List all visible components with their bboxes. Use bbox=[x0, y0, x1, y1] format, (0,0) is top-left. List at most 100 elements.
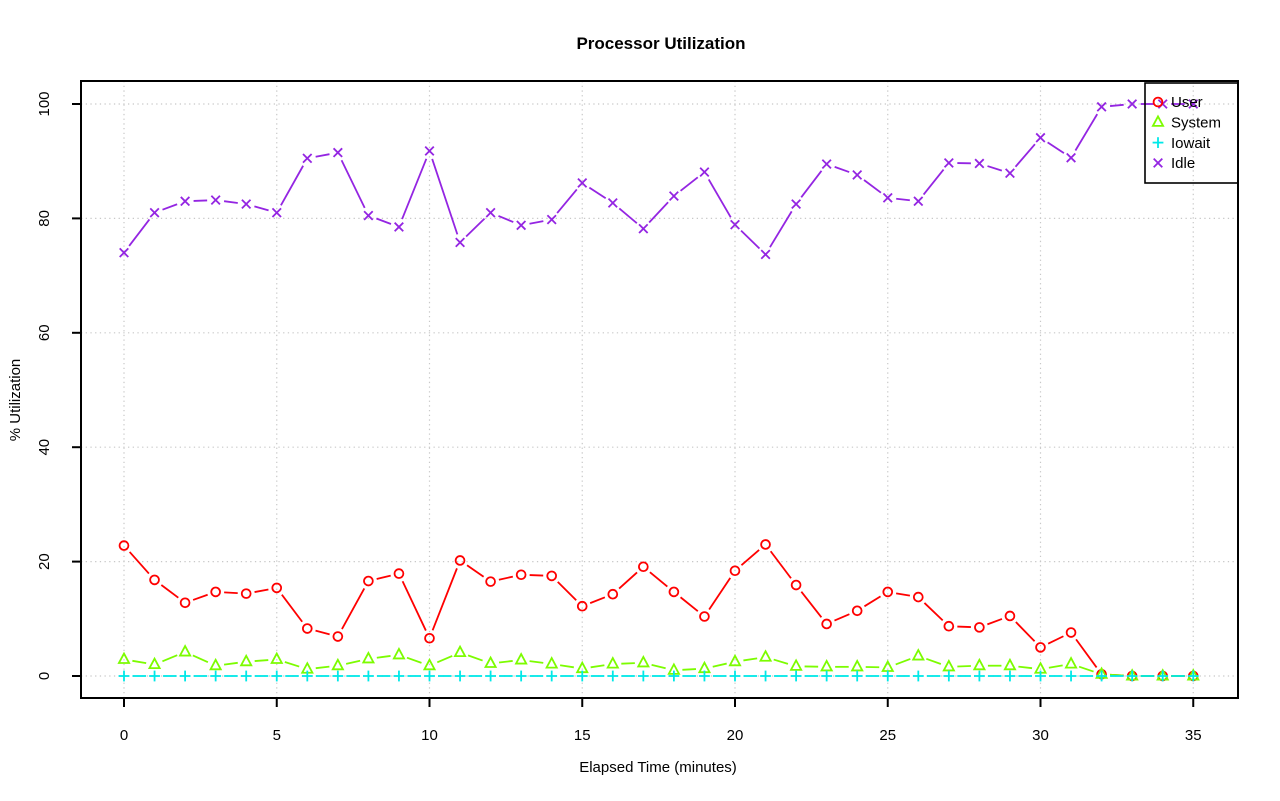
series-line-segment bbox=[128, 551, 150, 575]
data-point-marker bbox=[638, 561, 649, 573]
data-point-marker bbox=[545, 656, 559, 669]
data-point-marker bbox=[361, 651, 376, 664]
data-point-marker bbox=[1004, 610, 1016, 622]
data-point-marker bbox=[576, 600, 588, 612]
series-line-segment bbox=[431, 158, 459, 235]
data-point-marker bbox=[1064, 656, 1078, 669]
data-point-marker bbox=[485, 576, 496, 587]
data-point-marker bbox=[147, 656, 162, 670]
series-line-segment bbox=[401, 580, 427, 631]
series-line-segment bbox=[406, 656, 422, 664]
series-line-segment bbox=[769, 210, 793, 248]
series-line-segment bbox=[315, 665, 330, 670]
series-line-segment bbox=[223, 661, 238, 666]
x-tick-label: 35 bbox=[1185, 727, 1202, 744]
series-line-segment bbox=[1018, 665, 1033, 670]
series-line-segment bbox=[1074, 113, 1098, 151]
data-point-marker bbox=[699, 611, 710, 622]
legend-box bbox=[1144, 82, 1239, 184]
series-line-segment bbox=[1047, 141, 1065, 154]
y-tick-label: 20 bbox=[36, 553, 53, 570]
data-point-marker bbox=[882, 586, 894, 598]
series-idle bbox=[119, 99, 1199, 260]
x-tick-label: 10 bbox=[421, 727, 438, 744]
axes: 0 5 10 15 20 25 30 35 0 20 40 60 80 100 bbox=[36, 91, 1202, 744]
series-line-segment bbox=[926, 657, 942, 665]
data-point-marker bbox=[668, 586, 680, 598]
data-point-marker bbox=[210, 586, 221, 598]
series-line-segment bbox=[284, 661, 300, 668]
series-line-segment bbox=[707, 178, 732, 218]
data-point-marker bbox=[119, 247, 129, 258]
legend: User System Iowait Idle bbox=[1144, 82, 1239, 184]
data-point-marker bbox=[118, 540, 130, 551]
y-tick-label: 40 bbox=[36, 439, 53, 456]
series-line-segment bbox=[254, 588, 269, 593]
data-point-marker bbox=[179, 597, 191, 609]
series-line-segment bbox=[923, 602, 944, 622]
data-point-marker bbox=[1096, 101, 1107, 112]
y-tick-label: 80 bbox=[36, 210, 53, 227]
series-line-segment bbox=[376, 574, 391, 580]
data-point-marker bbox=[852, 169, 863, 180]
series-line-segment bbox=[254, 659, 269, 662]
series-line-segment bbox=[1075, 638, 1098, 668]
legend-item-idle: Idle bbox=[1153, 155, 1195, 172]
data-point-marker bbox=[1151, 114, 1165, 127]
data-point-marker bbox=[454, 555, 466, 566]
data-point-marker bbox=[728, 653, 742, 667]
data-point-marker bbox=[607, 198, 618, 208]
series-line-segment bbox=[863, 595, 881, 608]
data-point-marker bbox=[730, 219, 740, 230]
series-line-segment bbox=[340, 159, 366, 209]
data-point-marker bbox=[424, 632, 435, 644]
series-line-segment bbox=[345, 659, 361, 665]
data-point-marker bbox=[302, 153, 313, 164]
series-line-segment bbox=[436, 655, 453, 664]
y-tick-label: 0 bbox=[36, 672, 53, 680]
series-line-segment bbox=[743, 657, 758, 662]
data-point-marker bbox=[942, 659, 956, 672]
data-point-marker bbox=[972, 657, 987, 671]
series-line-segment bbox=[651, 663, 666, 670]
x-tick-label: 15 bbox=[574, 727, 591, 744]
data-point-marker bbox=[485, 207, 496, 218]
data-point-marker bbox=[790, 579, 802, 591]
series-line-segment bbox=[315, 153, 330, 158]
data-point-marker bbox=[1003, 657, 1017, 671]
legend-item-user: User bbox=[1152, 94, 1203, 111]
data-point-marker bbox=[607, 588, 619, 600]
data-point-marker bbox=[332, 631, 344, 642]
series-iowait bbox=[118, 670, 1199, 682]
series-line-segment bbox=[529, 574, 544, 577]
data-point-marker bbox=[483, 655, 498, 668]
data-point-marker bbox=[851, 605, 863, 617]
series-line-segment bbox=[773, 658, 789, 665]
data-point-marker bbox=[240, 588, 252, 599]
data-point-marker bbox=[943, 620, 955, 632]
plot-area: 0 5 10 15 20 25 30 35 0 20 40 60 80 100 User System Iowa… bbox=[36, 80, 1239, 744]
legend-label: System bbox=[1171, 115, 1221, 132]
data-point-marker bbox=[668, 191, 679, 202]
series-line-segment bbox=[679, 596, 699, 612]
data-point-marker bbox=[791, 199, 802, 210]
data-point-marker bbox=[180, 196, 191, 207]
series-line-segment bbox=[740, 549, 760, 566]
chart-title: Processor Utilization bbox=[576, 34, 745, 53]
series-line-segment bbox=[922, 169, 945, 196]
data-point-marker bbox=[1066, 152, 1076, 163]
data-point-marker bbox=[422, 657, 437, 671]
series-line-segment bbox=[1048, 664, 1063, 669]
series-line-segment bbox=[1078, 665, 1094, 673]
series-line-segment bbox=[957, 665, 971, 668]
series-line-segment bbox=[498, 215, 514, 223]
series-line-segment bbox=[498, 575, 514, 581]
series-line-segment bbox=[465, 217, 486, 238]
series-line-segment bbox=[621, 662, 635, 665]
data-point-marker bbox=[1188, 99, 1199, 109]
series-user bbox=[118, 539, 1199, 682]
series-line-segment bbox=[648, 201, 669, 224]
plot-border bbox=[80, 80, 1239, 699]
data-point-marker bbox=[1035, 132, 1046, 143]
data-point-marker bbox=[241, 199, 252, 210]
